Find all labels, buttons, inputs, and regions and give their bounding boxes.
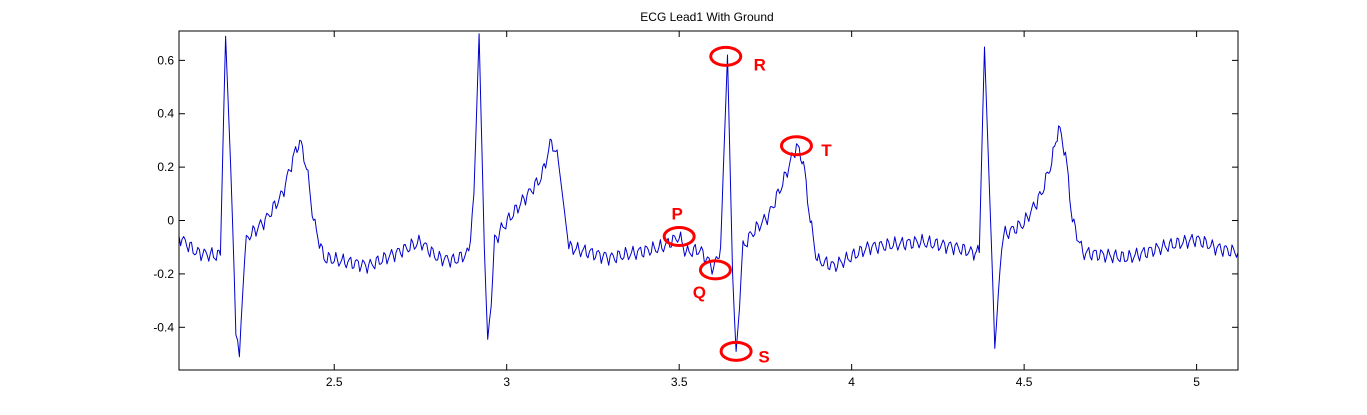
annotation-circle-r [709,45,743,67]
y-tick-label: -0.2 [153,267,174,281]
y-tick-label: 0.4 [157,107,174,121]
series-layer [179,33,1238,358]
x-tick-label: 5 [1193,375,1200,389]
annotation-label-q: Q [693,283,706,302]
y-tick-label: 0.2 [157,160,174,174]
annotation-circle-q [698,259,732,281]
tick-layer: 2.5 3 3.5 4 4.5 5 0.6 0.4 0.2 0 -0.2 -0.4 [153,31,1238,389]
annotation-circle-t [779,135,813,157]
y-tick-label: -0.4 [153,320,174,334]
y-tick-label: 0.6 [157,53,174,67]
axes-box [178,30,1239,371]
ecg-series-line [179,33,1238,358]
annotation-label-s: S [758,347,769,366]
annotation-layer: P Q R S T [662,45,832,366]
x-tick-label: 4.5 [1016,375,1033,389]
annotation-circle-p [662,226,696,248]
annotation-label-p: P [672,205,683,224]
y-tick-label: 0 [167,214,174,228]
annotation-label-t: T [821,141,832,160]
chart-title: ECG Lead1 With Ground [640,10,773,24]
x-tick-label: 4 [848,375,855,389]
x-tick-label: 3 [503,375,510,389]
x-tick-label: 2.5 [326,375,343,389]
x-tick-label: 3.5 [671,375,688,389]
annotation-label-r: R [754,55,766,74]
annotation-circle-s [719,340,753,362]
